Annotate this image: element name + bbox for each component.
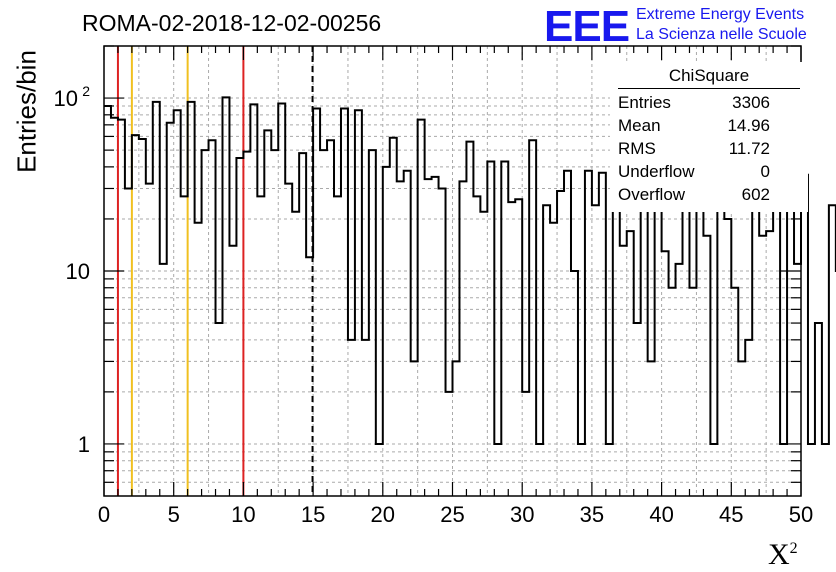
stats-value: 14.96: [727, 116, 770, 135]
x-tick-label: 0: [98, 502, 110, 527]
stats-key: Entries: [618, 93, 671, 112]
x-tick-label: 50: [789, 502, 813, 527]
y-tick-label: 10: [66, 259, 90, 284]
x-tick-label: 40: [649, 502, 673, 527]
x-tick-label: 45: [719, 502, 743, 527]
stats-key: Underflow: [618, 162, 695, 181]
x-tick-label: 15: [301, 502, 325, 527]
x-tick-label: 10: [231, 502, 255, 527]
x-tick-label: 30: [510, 502, 534, 527]
stats-value: 0: [760, 162, 770, 181]
stats-key: Mean: [618, 116, 661, 135]
y-axis-label: Entries/bin: [11, 50, 42, 173]
y-tick-label-exponent: 2: [82, 83, 90, 99]
stats-row-underflow: Underflow 0: [618, 162, 770, 184]
logo-line-1: Extreme Energy Events: [636, 6, 805, 23]
y-tick-label: 10: [54, 86, 78, 111]
stats-key: Overflow: [618, 185, 686, 204]
x-tick-label: 25: [440, 502, 464, 527]
stats-row-mean: Mean 14.96: [618, 116, 770, 138]
chart-title: ROMA-02-2018-12-02-00256: [82, 10, 382, 36]
x-axis-label: X2: [768, 538, 798, 571]
eee-logo: EEE: [544, 2, 630, 51]
x-tick-label: 5: [168, 502, 180, 527]
stats-box: ChiSquare Entries 3306 Mean 14.96 RMS 11…: [610, 62, 808, 212]
y-tick-label: 1: [78, 432, 90, 457]
stats-divider: [618, 88, 800, 89]
x-tick-label: 20: [371, 502, 395, 527]
stats-value: 602: [741, 185, 770, 204]
stats-key: RMS: [618, 139, 656, 158]
stats-row-overflow: Overflow 602: [618, 185, 770, 207]
axis-ticks: [103, 45, 802, 496]
stats-row-entries: Entries 3306: [618, 93, 770, 115]
x-tick-label: 35: [580, 502, 604, 527]
logo-line-2: La Scienza nelle Scuole: [636, 26, 807, 43]
stats-value: 3306: [732, 93, 770, 112]
stats-title: ChiSquare: [668, 66, 750, 85]
stats-row-rms: RMS 11.72: [618, 139, 770, 161]
stats-value: 11.72: [728, 139, 770, 158]
